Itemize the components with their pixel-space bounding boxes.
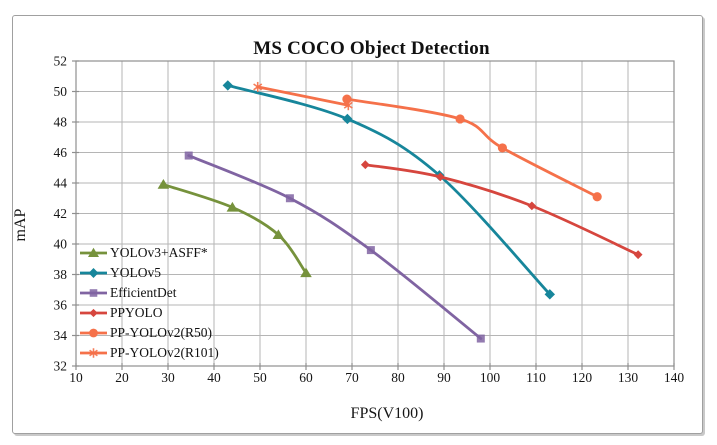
- y-tick-label: 44: [54, 176, 68, 191]
- legend-marker-square-icon: [80, 289, 107, 297]
- diamond-small-marker: [89, 308, 98, 318]
- square-marker: [366, 246, 375, 255]
- y-tick-label: 52: [54, 54, 68, 69]
- diamond-small-marker: [360, 160, 370, 170]
- legend-marker-diamond-small-icon: [80, 308, 107, 318]
- diamond-small-marker: [527, 201, 537, 211]
- legend-marker-diamond-icon: [80, 268, 107, 278]
- legend-item-pp-yolov2-r101-: PP-YOLOv2(R101): [79, 343, 219, 363]
- y-tick-label: 40: [54, 237, 68, 252]
- circle-marker: [89, 328, 98, 338]
- diamond-marker: [88, 268, 99, 278]
- series-line: [256, 85, 350, 107]
- triangle-marker: [272, 229, 285, 240]
- legend-label: PP-YOLOv2(R50): [110, 325, 213, 340]
- diamond-small-marker: [633, 250, 643, 260]
- x-tick-label: 90: [437, 370, 451, 385]
- y-tick-label: 36: [54, 298, 68, 313]
- x-tick-label: 70: [345, 370, 359, 385]
- triangle-marker: [87, 247, 100, 257]
- x-tick-label: 50: [253, 370, 267, 385]
- x-tick-label: 130: [618, 370, 639, 385]
- y-tick-label: 42: [54, 206, 68, 221]
- chart-title: MS COCO Object Detection: [253, 38, 490, 59]
- circle-marker: [342, 94, 352, 104]
- diamond-marker: [342, 113, 353, 125]
- x-tick-label: 80: [391, 370, 405, 385]
- x-tick-label: 140: [664, 370, 685, 385]
- asterisk-marker: [343, 101, 353, 109]
- legend-label: PPYOLO: [110, 305, 163, 320]
- triangle-marker: [157, 179, 170, 189]
- x-tick-label: 30: [161, 370, 175, 385]
- chart-frame: MS COCO Object Detection FPS(V100) mAP 1…: [12, 15, 703, 434]
- legend-label: YOLOv3+ASFF*: [110, 245, 208, 260]
- legend-marker-triangle-icon: [80, 247, 107, 257]
- y-tick-label: 32: [54, 359, 68, 374]
- series-yolov3-asff-: [157, 179, 312, 278]
- diamond-marker: [544, 289, 555, 300]
- square-marker: [285, 194, 294, 203]
- triangle-marker: [300, 267, 312, 278]
- series-ppyolo: [360, 160, 643, 260]
- legend-item-yolov5: YOLOv5: [79, 263, 219, 283]
- circle-marker: [455, 114, 465, 124]
- y-tick-label: 38: [54, 267, 68, 282]
- x-tick-label: 60: [299, 370, 313, 385]
- legend-item-yolov3-asff-: YOLOv3+ASFF*: [79, 243, 219, 263]
- square-marker: [184, 151, 193, 160]
- x-tick-label: 10: [69, 370, 83, 385]
- legend-label: EfficientDet: [110, 285, 177, 300]
- series-pp-yolov2-r101-: [253, 81, 353, 111]
- square-marker: [89, 289, 98, 297]
- asterisk-marker: [89, 349, 98, 357]
- legend-label: YOLOv5: [110, 265, 161, 280]
- legend-label: PP-YOLOv2(R101): [110, 345, 219, 360]
- x-tick-label: 100: [480, 370, 501, 385]
- square-marker: [476, 334, 485, 343]
- series-line: [363, 163, 640, 257]
- series-line: [226, 84, 552, 296]
- y-tick-label: 46: [54, 145, 68, 160]
- series-pp-yolov2-r50-: [342, 94, 602, 202]
- diamond-small-marker: [435, 172, 445, 182]
- asterisk-marker: [253, 83, 263, 91]
- x-axis-title: FPS(V100): [350, 405, 424, 422]
- x-tick-label: 20: [115, 370, 129, 385]
- legend-marker-circle-icon: [80, 328, 107, 338]
- y-tick-label: 50: [54, 84, 68, 99]
- x-tick-label: 40: [207, 370, 221, 385]
- circle-marker: [497, 143, 508, 153]
- legend-item-pp-yolov2-r50-: PP-YOLOv2(R50): [79, 323, 219, 343]
- y-tick-label: 34: [54, 328, 68, 343]
- triangle-marker: [226, 201, 239, 212]
- legend-item-efficientdet: EfficientDet: [79, 283, 219, 303]
- plot-area: 10 20 30 40 50 60 70 80 90 100 110 120 130 140 32 34 36 3…: [54, 54, 685, 386]
- series-line: [162, 183, 308, 275]
- diamond-marker: [222, 80, 233, 91]
- legend-marker-asterisk-icon: [80, 348, 107, 358]
- legend-item-ppyolo: PPYOLO: [79, 303, 219, 323]
- x-tick-label: 120: [572, 370, 593, 385]
- circle-marker: [592, 192, 602, 202]
- series-efficientdet: [184, 151, 485, 343]
- y-tick-label: 48: [54, 115, 68, 130]
- series-line: [345, 97, 599, 199]
- x-tick-label: 110: [526, 370, 546, 385]
- legend: YOLOv3+ASFF* YOLOv5 EfficientDet PPYOLO PP-Y…: [79, 243, 219, 363]
- series-line: [187, 154, 483, 340]
